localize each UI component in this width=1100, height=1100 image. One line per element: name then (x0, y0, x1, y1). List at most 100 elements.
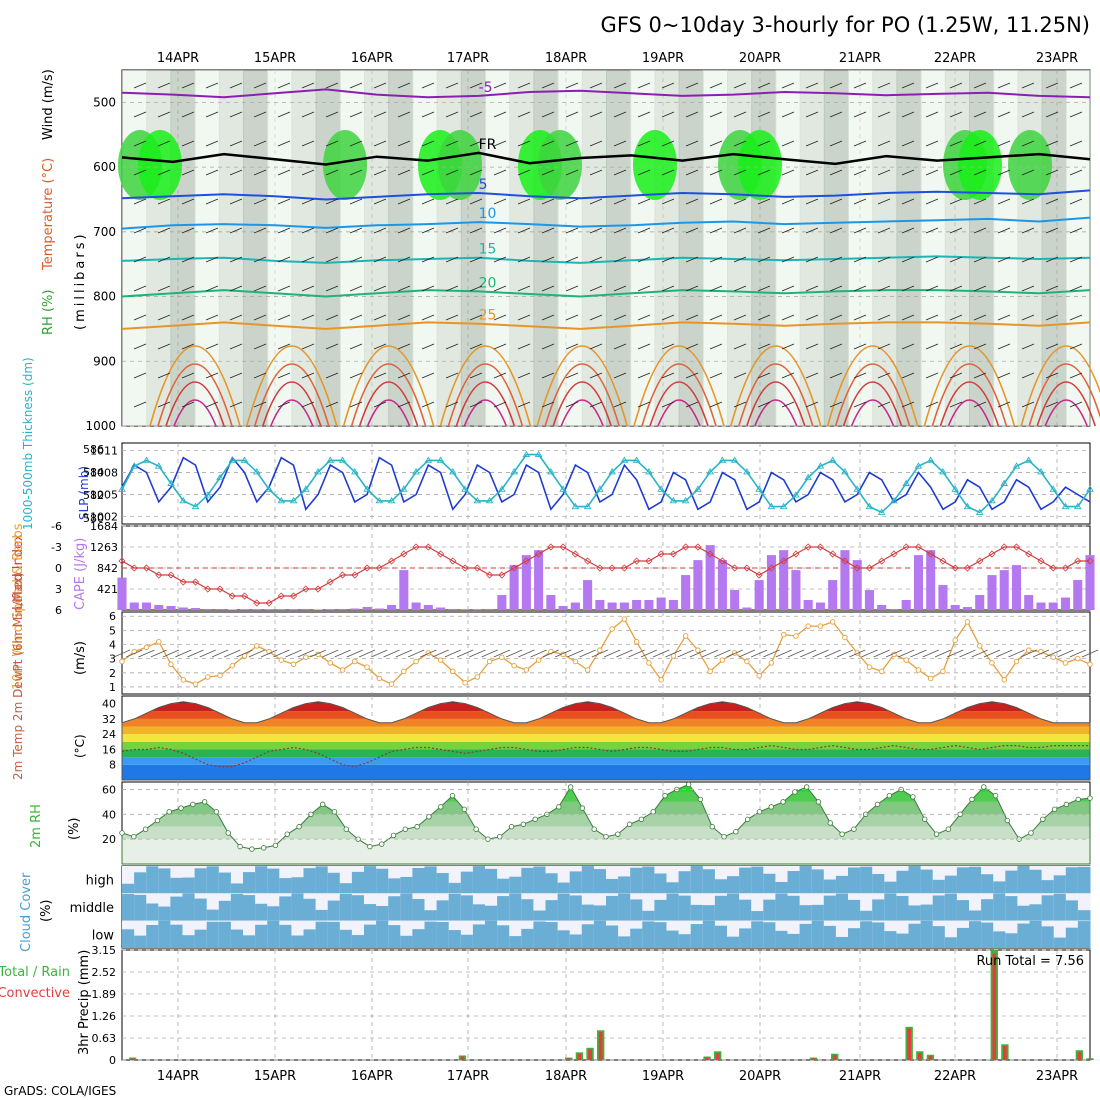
cloud-cell (364, 866, 377, 894)
wind10-barb (898, 649, 915, 658)
thickness-point (375, 496, 384, 504)
rh2m-point (933, 831, 940, 837)
wind-barb (373, 227, 387, 234)
wind10-barb (248, 649, 265, 658)
wind-barb (517, 372, 531, 379)
temp2m-tick-label: 32 (102, 713, 116, 726)
isotherm-label-15: 15 (479, 242, 497, 258)
cloud-cell (315, 866, 329, 894)
wind-barb (349, 401, 363, 408)
isotherm-label--5: -5 (479, 80, 493, 96)
wind-barb (445, 256, 459, 263)
wind-barb (445, 140, 459, 147)
cloud-cell (376, 905, 389, 921)
wind-barb (373, 372, 387, 379)
surface-isotherm-arch (1044, 399, 1088, 427)
wind-barb (181, 140, 195, 147)
wind10-barb (175, 649, 192, 658)
thickness-point (755, 485, 763, 492)
wind10-barb (334, 649, 351, 658)
thickness-point (1049, 485, 1058, 492)
wind-barb (205, 343, 219, 350)
slp-axis-label: SLP (mb) (77, 466, 91, 520)
wind-barb (757, 227, 771, 234)
wind-barb (1021, 401, 1035, 408)
surface-isotherm-arch (254, 363, 330, 427)
cloud-cell (485, 920, 498, 948)
wind10-barb (187, 649, 204, 658)
cloud-cell (593, 905, 607, 921)
wind-barb (517, 169, 531, 176)
wind-barb (541, 169, 555, 176)
wind-barb (493, 198, 507, 205)
thickness-point (510, 468, 518, 475)
wind-barb (829, 169, 843, 176)
cloud-cell (557, 930, 571, 948)
wind-barb (181, 401, 195, 408)
cloud-cell (593, 920, 607, 948)
thickness-point (975, 508, 984, 515)
wind-barb (325, 169, 339, 176)
date-label-bottom: 19APR (642, 1069, 684, 1084)
wind10-point (511, 662, 517, 669)
wind-barb (901, 198, 915, 205)
wind10-barb (763, 649, 780, 658)
cloud-cell (291, 893, 304, 921)
cloud-cell (230, 929, 244, 948)
wind-barb (397, 314, 411, 321)
wind-barb (469, 285, 483, 292)
wind-barb (709, 140, 723, 147)
wind-barb (469, 372, 483, 379)
wind-barb (925, 285, 939, 292)
cloud-cell (811, 869, 825, 894)
wind-barb (445, 285, 459, 292)
wind-barb (1021, 285, 1035, 292)
wind-barb (493, 82, 507, 89)
wind-barb (781, 227, 795, 234)
wind-barb (349, 285, 363, 292)
cloud-cell (993, 881, 1006, 894)
cape-bar (534, 550, 544, 610)
wind-barb (445, 111, 459, 118)
wind10-barb (591, 649, 609, 658)
li-point (669, 550, 677, 558)
wind-barb (853, 314, 867, 321)
cloud-cell (521, 899, 534, 921)
rh-shade-column (920, 70, 946, 426)
temp2m-tick-label: 40 (102, 698, 116, 711)
wind-barb (469, 256, 483, 263)
cloud-cell (981, 899, 994, 921)
wind-barb (733, 343, 747, 350)
cloud-cell (424, 910, 438, 921)
wind-barb (541, 198, 555, 205)
wind-barb (157, 198, 171, 205)
cloud-cell (388, 878, 401, 894)
wind10-barb (322, 649, 339, 658)
wind-barb (373, 256, 387, 263)
cloud-cell (243, 935, 256, 948)
cloud-cell (351, 871, 365, 894)
cloud-cell (170, 924, 183, 948)
wind10-barb (505, 649, 523, 658)
pressure-tick-label: 700 (93, 225, 116, 239)
wind-barb (805, 401, 819, 408)
wind-barb (637, 401, 651, 408)
wind-barb (517, 314, 531, 321)
wind10-barb (579, 649, 596, 658)
wind-barb (445, 227, 459, 234)
wind-barb (853, 285, 867, 292)
wind10-point (829, 619, 836, 625)
date-label-top: 23APR (1036, 51, 1078, 66)
wind-barb (877, 111, 891, 118)
rh2m-point (119, 830, 125, 836)
wind-barb (325, 343, 339, 350)
cloud-cell (182, 935, 196, 948)
cloud-cell (775, 881, 788, 894)
wind-barb (157, 343, 171, 350)
rh-wet-patch (323, 130, 367, 200)
rh-wet-patch (958, 130, 1002, 200)
cloud-cell (920, 904, 934, 921)
cloud-cell (920, 869, 934, 894)
cloud-cell (218, 921, 232, 948)
wind-barb (1045, 256, 1059, 263)
